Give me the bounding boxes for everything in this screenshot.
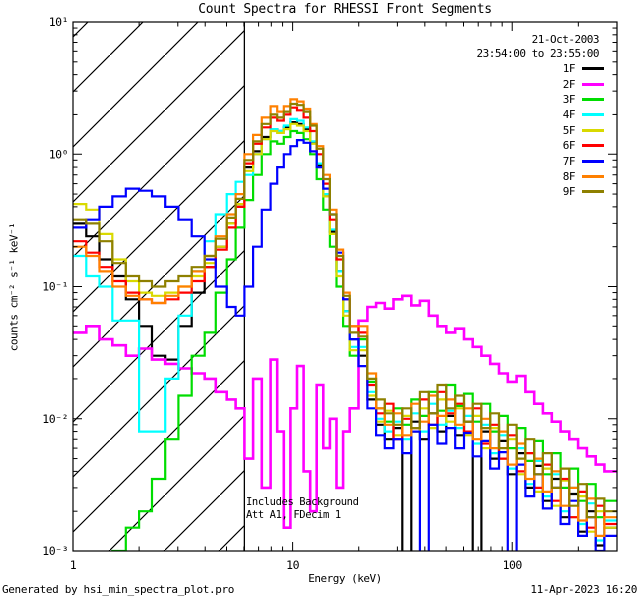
chart-title: Count Spectra for RHESSI Front Segments — [198, 2, 492, 17]
legend-label: 6F — [562, 139, 576, 153]
spectra-curves — [73, 98, 617, 551]
series-9F-curve — [73, 102, 617, 519]
legend-label: 8F — [562, 169, 576, 183]
legend: 1F 2F 3F 4F 5F 6F 7F 8F 9F — [480, 61, 604, 200]
annotation-background: Includes Background — [246, 496, 359, 508]
x-tick-label: 100 — [503, 558, 523, 572]
legend-label: 7F — [562, 154, 576, 168]
legend-swatch — [582, 113, 604, 117]
series-2F-curve — [73, 294, 617, 529]
footer-generator: Generated by hsi_min_spectra_plot.pro — [2, 583, 235, 596]
legend-entry-4F: 4F — [480, 107, 604, 122]
legend-entry-1F: 1F — [480, 61, 604, 76]
legend-label: 3F — [562, 92, 576, 106]
legend-swatch — [582, 159, 604, 163]
legend-swatch — [582, 190, 604, 194]
y-axis-label: counts cm⁻² s⁻¹ keV⁻¹ — [7, 222, 21, 352]
legend-entry-8F: 8F — [480, 169, 604, 184]
axis-ticks — [72, 21, 617, 552]
legend-label: 2F — [562, 77, 576, 91]
y-tick-label: 10⁻¹ — [42, 280, 68, 294]
observation-time-range: 23:54:00 to 23:55:00 — [476, 47, 600, 60]
legend-label: 1F — [562, 62, 576, 76]
legend-label: 9F — [562, 185, 576, 199]
legend-label: 4F — [562, 108, 576, 122]
legend-entry-7F: 7F — [480, 153, 604, 168]
legend-swatch — [582, 128, 604, 132]
legend-swatch — [582, 97, 604, 101]
legend-swatch — [582, 82, 604, 86]
legend-swatch — [582, 67, 604, 71]
annotation-block: Includes Background Att A1, FDecim 1 — [246, 496, 359, 522]
x-axis-label: Energy (keV) — [308, 572, 382, 585]
footer-timestamp: 11-Apr-2023 16:20 — [530, 583, 637, 596]
y-tick-label: 10¹ — [49, 15, 68, 29]
annotation-attenuator: Att A1, FDecim 1 — [246, 509, 341, 521]
legend-entry-5F: 5F — [480, 123, 604, 138]
legend-label: 5F — [562, 123, 576, 137]
y-tick-label: 10⁻³ — [42, 544, 68, 558]
x-tick-label: 1 — [70, 558, 77, 572]
legend-entry-6F: 6F — [480, 138, 604, 153]
y-tick-label: 10⁻² — [42, 412, 68, 426]
x-tick-label: 10 — [286, 558, 299, 572]
legend-entry-3F: 3F — [480, 92, 604, 107]
observation-date: 21-Oct-2003 — [531, 33, 600, 46]
legend-swatch — [582, 144, 604, 148]
legend-swatch — [582, 174, 604, 178]
axis-tick-labels: 1 10 100 10¹ 10⁰ 10⁻¹ 10⁻² 10⁻³ — [42, 15, 523, 572]
y-tick-label: 10⁰ — [49, 147, 68, 161]
series-7F-curve — [73, 139, 617, 551]
legend-entry-2F: 2F — [480, 76, 604, 91]
legend-entry-9F: 9F — [480, 184, 604, 199]
